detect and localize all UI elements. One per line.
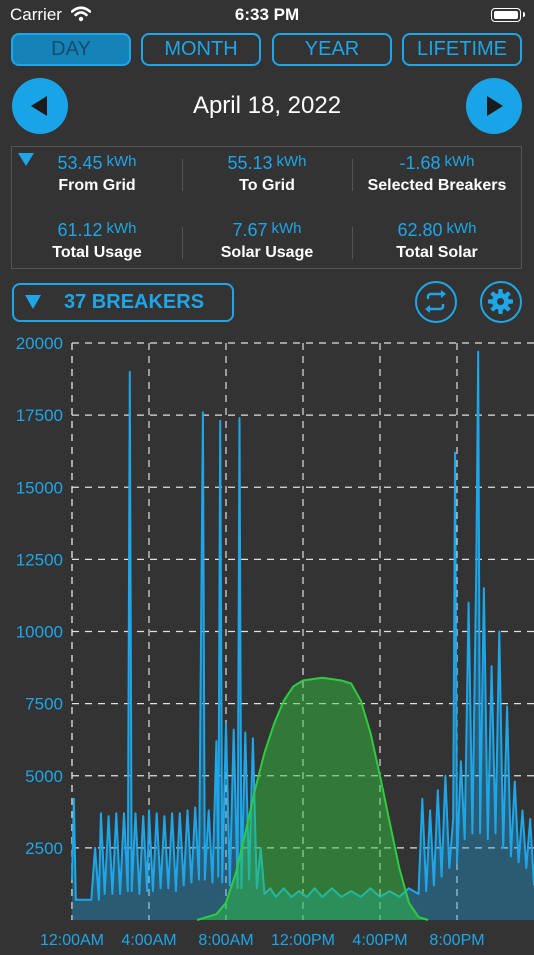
power-chart[interactable]: 20000 17500 15000 12500 10000 7500 5000 2500 12:… — [0, 330, 534, 950]
status-bar: Carrier 6:33 PM — [0, 0, 534, 30]
next-day-button[interactable] — [466, 78, 522, 134]
divider — [352, 159, 353, 191]
swap-icon — [425, 290, 446, 313]
breakers-selector-button[interactable]: 37 BREAKERS — [12, 283, 234, 322]
energy-summary-panel: 53.45 kWh From Grid 55.13 kWh To Grid -1.6… — [11, 146, 522, 269]
x-tick-label: 8:00AM — [198, 932, 253, 949]
gear-icon — [488, 289, 513, 314]
series-area-solar — [197, 677, 429, 920]
tab-lifetime[interactable]: LIFETIME — [402, 33, 522, 66]
breakers-label: 37 BREAKERS — [64, 291, 205, 313]
stat-unit: kWh — [106, 153, 137, 170]
stat-unit: kWh — [446, 220, 477, 237]
period-tabs: DAY MONTH YEAR LIFETIME — [11, 33, 524, 68]
stat-value: 7.67 — [232, 220, 268, 240]
chevron-left-icon — [31, 96, 47, 116]
stat-value: 62.80 — [397, 220, 443, 240]
x-tick-label: 8:00PM — [429, 932, 484, 949]
y-tick-label: 15000 — [16, 478, 63, 497]
stat-selected-breakers: -1.68 kWh Selected Breakers — [352, 153, 522, 195]
divider — [182, 227, 183, 259]
stat-from-grid: 53.45 kWh From Grid — [12, 153, 182, 195]
y-tick-label: 10000 — [16, 623, 63, 642]
stat-unit: kWh — [276, 153, 307, 170]
chevron-right-icon — [487, 96, 503, 116]
y-tick-label: 7500 — [25, 695, 63, 714]
stat-label: To Grid — [239, 177, 295, 194]
battery-icon — [491, 8, 525, 22]
y-tick-label: 20000 — [16, 334, 63, 353]
clock: 6:33 PM — [234, 5, 300, 24]
stat-to-grid: 55.13 kWh To Grid — [182, 153, 352, 195]
stat-label: From Grid — [58, 177, 136, 194]
y-tick-label: 5000 — [25, 767, 63, 786]
stat-unit: kWh — [106, 220, 137, 237]
power-chart-svg: 20000 17500 15000 12500 10000 7500 5000 2500 12:… — [16, 334, 534, 949]
dropdown-triangle-icon — [25, 294, 41, 315]
tab-day[interactable]: DAY — [11, 33, 131, 66]
collapse-triangle-icon[interactable] — [18, 153, 34, 172]
divider — [182, 159, 183, 191]
previous-day-button[interactable] — [12, 78, 68, 134]
stat-label: Solar Usage — [220, 244, 314, 261]
stat-unit: kWh — [271, 220, 302, 237]
stat-total-solar: 62.80 kWh Total Solar — [352, 220, 522, 262]
divider — [352, 227, 353, 259]
tab-month[interactable]: MONTH — [141, 33, 261, 66]
y-tick-label: 17500 — [16, 406, 63, 425]
swap-button[interactable] — [415, 281, 457, 323]
stat-value: 61.12 — [57, 220, 103, 240]
stat-value: 55.13 — [227, 153, 273, 173]
y-tick-label: 2500 — [25, 839, 63, 858]
current-date: April 18, 2022 — [192, 92, 342, 119]
stat-total-usage: 61.12 kWh Total Usage — [12, 220, 182, 262]
stat-label: Selected Breakers — [367, 177, 507, 194]
x-tick-label: 4:00PM — [352, 932, 407, 949]
stat-value: -1.68 — [399, 153, 441, 173]
carrier-label: Carrier — [10, 5, 62, 24]
stat-solar-usage: 7.67 kWh Solar Usage — [182, 220, 352, 262]
stat-unit: kWh — [444, 153, 475, 170]
stat-label: Total Usage — [52, 244, 142, 261]
x-tick-label: 4:00AM — [121, 932, 176, 949]
series-line-solar — [196, 676, 429, 921]
stat-label: Total Solar — [396, 244, 478, 261]
settings-button[interactable] — [480, 281, 522, 323]
series-line-usage — [71, 350, 534, 901]
x-tick-label: 12:00PM — [271, 932, 335, 949]
stat-value: 53.45 — [57, 153, 103, 173]
x-tick-label: 12:00AM — [40, 932, 104, 949]
y-tick-label: 12500 — [16, 550, 63, 569]
tab-year[interactable]: YEAR — [272, 33, 392, 66]
wifi-icon — [70, 6, 92, 27]
